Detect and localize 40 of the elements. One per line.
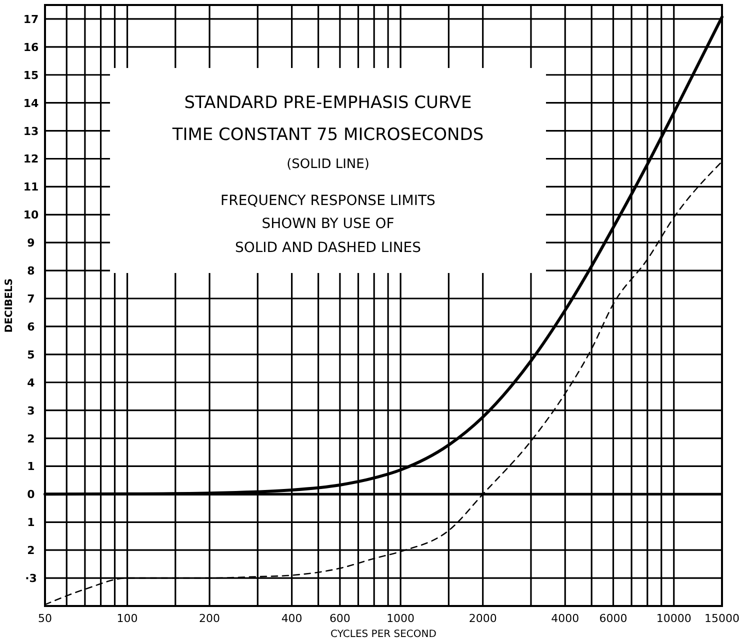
y-tick-label: 2 bbox=[27, 544, 35, 558]
annotation: SOLID AND DASHED LINES bbox=[234, 240, 422, 256]
y-tick-label: 17 bbox=[23, 12, 39, 26]
y-tick-label: 7 bbox=[27, 292, 35, 306]
x-tick-label: 100 bbox=[116, 612, 138, 625]
annotation: TIME CONSTANT 75 MICROSECONDS bbox=[171, 125, 484, 145]
x-tick-label: 400 bbox=[281, 612, 302, 625]
y-tick-label: 9 bbox=[27, 236, 35, 250]
y-tick-label: 2 bbox=[27, 432, 35, 446]
y-tick-label: 0 bbox=[27, 488, 36, 502]
annotation: (SOLID LINE) bbox=[286, 157, 370, 172]
y-tick-label: 13 bbox=[23, 124, 39, 138]
y-tick-label: 1 bbox=[27, 460, 35, 474]
x-tick-label: 600 bbox=[329, 612, 350, 625]
x-tick-label: 4000 bbox=[551, 612, 580, 625]
annotation: SHOWN BY USE OF bbox=[262, 216, 394, 232]
y-tick-label: 10 bbox=[23, 208, 39, 222]
x-tick-label: 2000 bbox=[468, 612, 497, 625]
x-tick-label: 200 bbox=[199, 612, 220, 625]
y-tick-label: 4 bbox=[27, 376, 36, 390]
x-tick-label: 15000 bbox=[704, 612, 739, 625]
annotation: FREQUENCY RESPONSE LIMITS bbox=[220, 193, 436, 209]
y-tick-label: ·3 bbox=[25, 572, 37, 586]
y-tick-label: 1 bbox=[27, 516, 35, 530]
y-tick-label: 15 bbox=[23, 68, 39, 82]
y-tick-label: 3 bbox=[27, 404, 35, 418]
y-axis-title: DECIBELS bbox=[4, 278, 15, 333]
y-tick-label: 8 bbox=[27, 264, 35, 278]
x-axis-title: CYCLES PER SECOND bbox=[330, 629, 437, 640]
x-tick-label: 10000 bbox=[656, 612, 692, 625]
x-tick-label: 6000 bbox=[599, 612, 628, 625]
annotation: STANDARD PRE-EMPHASIS CURVE bbox=[184, 93, 472, 113]
x-tick-label: 1000 bbox=[386, 612, 415, 625]
y-tick-label: 6 bbox=[27, 320, 36, 334]
y-tick-label: 11 bbox=[23, 180, 39, 194]
y-tick-label: 14 bbox=[23, 96, 39, 110]
y-tick-label: 5 bbox=[27, 348, 35, 362]
x-tick-label: 50 bbox=[38, 612, 52, 625]
y-tick-label: 12 bbox=[23, 152, 39, 166]
y-tick-label: 16 bbox=[23, 40, 39, 54]
